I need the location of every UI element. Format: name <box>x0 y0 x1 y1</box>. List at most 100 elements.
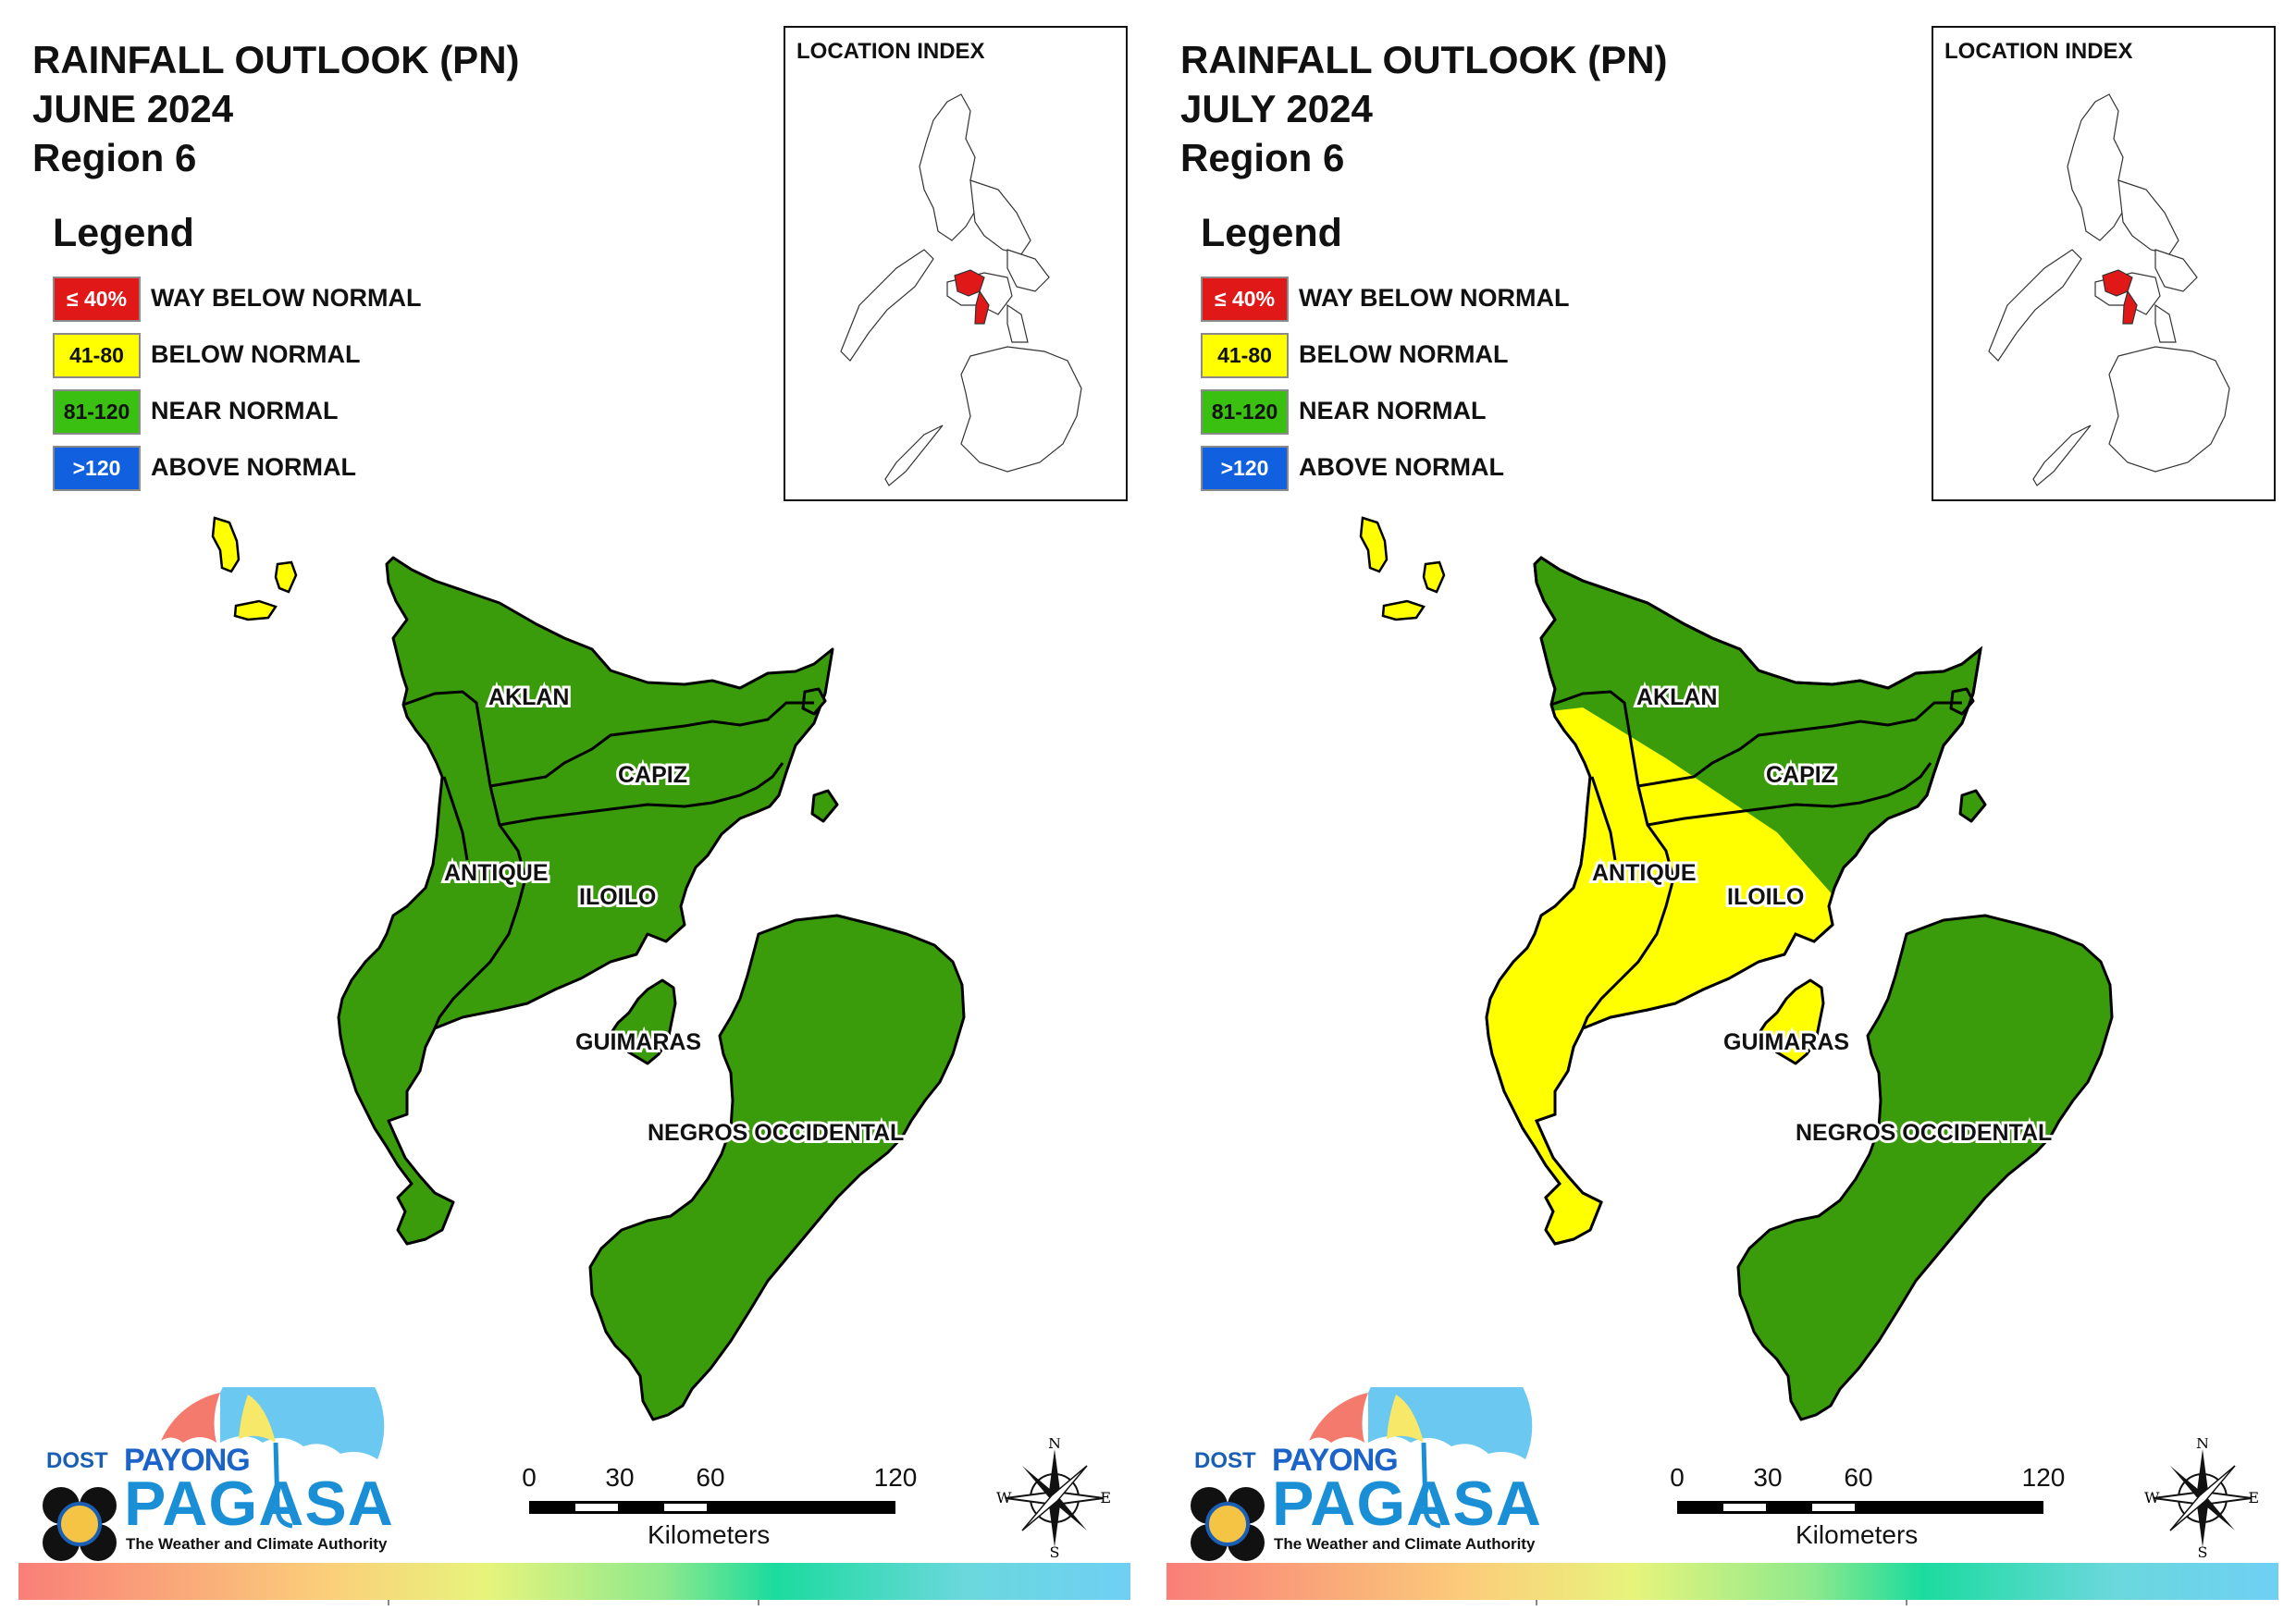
scale-tick: 0 <box>1670 1463 1685 1492</box>
title-line-3: Region 6 <box>32 136 197 179</box>
compass-e: E <box>2248 1489 2259 1506</box>
location-index: LOCATION INDEX <box>784 26 1128 501</box>
legend-item-way-below: ≤ 40% WAY BELOW NORMAL <box>1199 277 1570 328</box>
legend-swatch: >120 <box>53 446 141 491</box>
northern-islet <box>1422 560 1446 594</box>
title-line-3: Region 6 <box>1180 136 1345 179</box>
umbrella-logo-graphic <box>1191 1387 1533 1561</box>
legend-title: Legend <box>53 211 194 255</box>
title-line-1: RAINFALL OUTLOOK (PN) <box>1180 38 1668 81</box>
compass-s: S <box>1050 1543 1060 1558</box>
legend-swatch: 81-120 <box>53 389 141 435</box>
title-line-2: JULY 2024 <box>1180 87 1373 130</box>
pagasa-logo: DOST PAYONG PAGASA The Weather and Clima… <box>35 1387 393 1563</box>
northern-islet <box>274 560 298 594</box>
scale-tick: 30 <box>605 1463 635 1492</box>
pagasa-tagline: The Weather and Climate Authority <box>1274 1535 1536 1553</box>
legend-item-below: 41-80 BELOW NORMAL <box>1199 333 1508 385</box>
compass-e: E <box>1100 1489 1111 1506</box>
bottom-ticks <box>388 1600 759 1605</box>
scale-tick: 30 <box>1753 1463 1783 1492</box>
province-label-iloilo: ILOILO <box>1727 884 1804 910</box>
province-label-guimaras: GUIMARAS <box>1723 1029 1849 1055</box>
dost-label: DOST <box>1194 1448 1256 1473</box>
philippines-inset-map <box>840 93 1082 486</box>
legend-label: NEAR NORMAL <box>151 397 339 424</box>
location-index-title: LOCATION INDEX <box>796 39 985 64</box>
region-6-map: AKLAN CAPIZ ANTIQUE ILOILO GUIMARAS NEGR… <box>211 516 966 1421</box>
location-index-title: LOCATION INDEX <box>1944 39 2133 64</box>
province-label-capiz: CAPIZ <box>1766 762 1835 788</box>
legend-title: Legend <box>1201 211 1342 255</box>
philippines-inset-map <box>1988 93 2230 486</box>
pagasa-logo: DOST PAYONG PAGASA The Weather and Clima… <box>1183 1387 1541 1563</box>
northern-islet <box>211 516 241 573</box>
legend-label: ABOVE NORMAL <box>151 453 356 481</box>
legend-item-near: 81-120 NEAR NORMAL <box>51 389 339 441</box>
pagasa-tagline: The Weather and Climate Authority <box>126 1535 388 1553</box>
province-label-capiz: CAPIZ <box>618 762 687 788</box>
northern-islet <box>233 599 278 621</box>
province-label-guimaras: GUIMARAS <box>575 1029 701 1055</box>
legend-item-above: >120 ABOVE NORMAL <box>1199 446 1504 498</box>
panel-july: RAINFALL OUTLOOK (PN) JULY 2024 Region 6… <box>1148 0 2296 1623</box>
umbrella-logo-graphic <box>43 1387 385 1561</box>
province-label-negros-occidental: NEGROS OCCIDENTAL <box>1796 1120 2052 1146</box>
compass-n: N <box>1048 1438 1061 1452</box>
legend-swatch: 41-80 <box>1201 333 1289 378</box>
scale-bar-graphic <box>1677 1501 2043 1514</box>
compass-rose: N S E W <box>994 1434 1115 1561</box>
scale-bar: 0 30 60 120 Kilometers <box>1670 1463 2066 1549</box>
province-label-iloilo: ILOILO <box>579 884 656 910</box>
legend-item-above: >120 ABOVE NORMAL <box>51 446 356 498</box>
scale-units: Kilometers <box>1796 1520 1919 1549</box>
pagasa-label: PAGASA <box>1272 1469 1542 1539</box>
compass-rose: N S E W <box>2142 1434 2263 1561</box>
legend-swatch: ≤ 40% <box>1201 277 1289 322</box>
dost-label: DOST <box>46 1448 108 1473</box>
location-index: LOCATION INDEX <box>1932 26 2276 501</box>
legend-label: BELOW NORMAL <box>1299 340 1509 368</box>
map-title: RAINFALL OUTLOOK (PN) JULY 2024 Region 6 <box>1180 35 1668 182</box>
legend-label: WAY BELOW NORMAL <box>151 284 422 312</box>
pagasa-label: PAGASA <box>124 1469 394 1539</box>
scale-tick: 60 <box>1844 1463 1873 1492</box>
legend-label: ABOVE NORMAL <box>1299 453 1504 481</box>
legend-label: WAY BELOW NORMAL <box>1299 284 1570 312</box>
map-title: RAINFALL OUTLOOK (PN) JUNE 2024 Region 6 <box>32 35 520 182</box>
legend-item-near: 81-120 NEAR NORMAL <box>1199 389 1487 441</box>
province-label-antique: ANTIQUE <box>444 860 549 886</box>
legend-swatch: 41-80 <box>53 333 141 378</box>
legend-label: NEAR NORMAL <box>1299 397 1487 424</box>
payong-label: PAYONG <box>124 1443 251 1478</box>
scale-bar: 0 30 60 120 Kilometers <box>522 1463 918 1549</box>
scale-tick: 120 <box>2021 1463 2066 1492</box>
scale-bar-graphic <box>529 1501 895 1514</box>
payong-label: PAYONG <box>1272 1443 1399 1478</box>
legend-item-way-below: ≤ 40% WAY BELOW NORMAL <box>51 277 422 328</box>
panel-june: RAINFALL OUTLOOK (PN) JUNE 2024 Region 6… <box>19 26 1130 1605</box>
bottom-gradient-bar <box>1167 1563 2278 1600</box>
compass-w: W <box>996 1489 1012 1506</box>
compass-icon: N S E W <box>996 1434 1111 1561</box>
scale-tick: 60 <box>696 1463 725 1492</box>
province-label-aklan: AKLAN <box>488 684 570 710</box>
province-label-negros-occidental: NEGROS OCCIDENTAL <box>648 1120 904 1146</box>
legend-swatch: 81-120 <box>1201 389 1289 435</box>
northern-islet <box>1359 516 1389 573</box>
region-6-map: AKLAN CAPIZ ANTIQUE ILOILO GUIMARAS NEGR… <box>1359 516 2114 1421</box>
legend-label: BELOW NORMAL <box>151 340 361 368</box>
legend-swatch: >120 <box>1201 446 1289 491</box>
scale-tick: 0 <box>522 1463 537 1492</box>
province-label-aklan: AKLAN <box>1636 684 1718 710</box>
legend-swatch: ≤ 40% <box>53 277 141 322</box>
bottom-ticks <box>1536 1600 1907 1605</box>
legend-item-below: 41-80 BELOW NORMAL <box>51 333 360 385</box>
title-line-1: RAINFALL OUTLOOK (PN) <box>32 38 520 81</box>
province-label-antique: ANTIQUE <box>1592 860 1697 886</box>
title-line-2: JUNE 2024 <box>32 87 234 130</box>
compass-s: S <box>2198 1543 2208 1558</box>
compass-n: N <box>2196 1438 2209 1452</box>
legend: Legend ≤ 40% WAY BELOW NORMAL 41-80 BELO… <box>51 211 422 502</box>
scale-units: Kilometers <box>648 1520 771 1549</box>
